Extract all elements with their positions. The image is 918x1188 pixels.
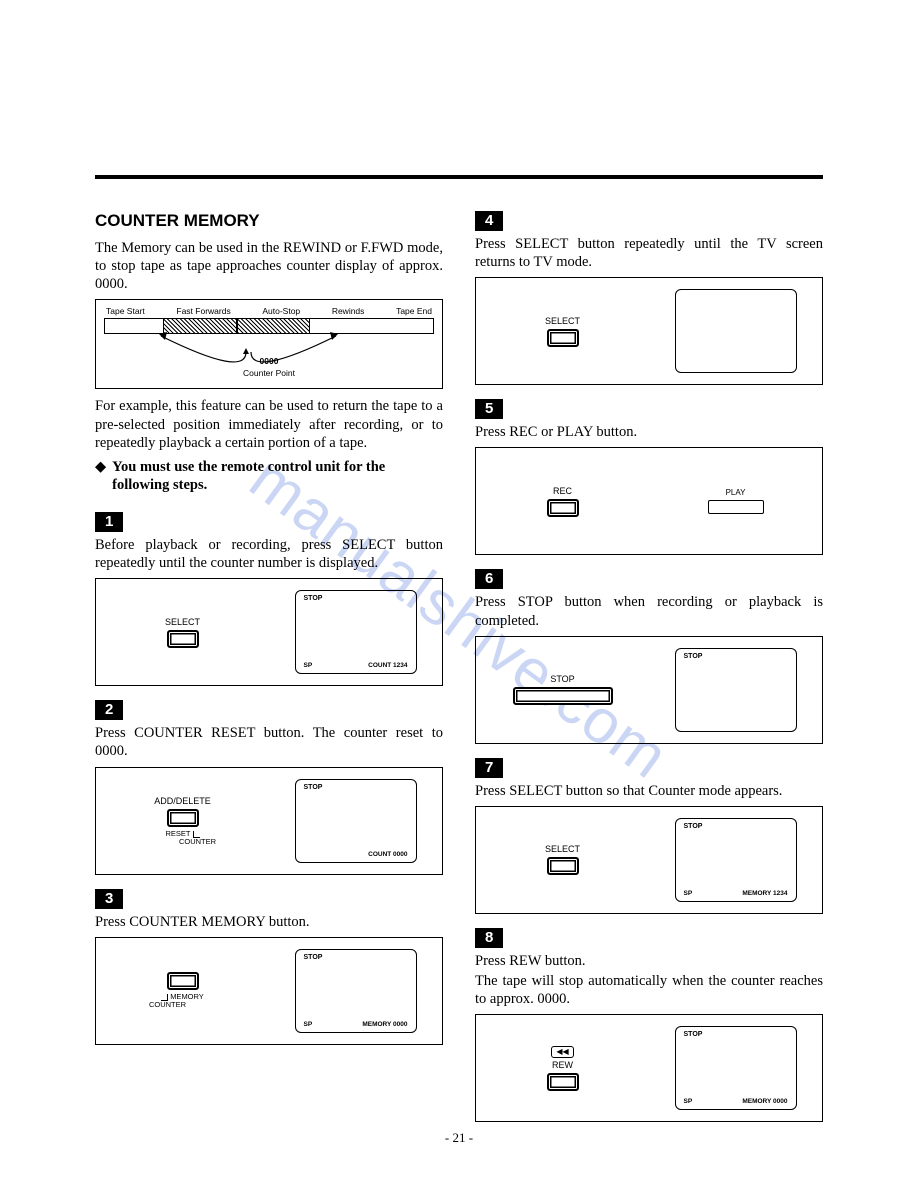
- step-text: Press SELECT button so that Counter mode…: [475, 782, 823, 800]
- reset-button-icon: [167, 809, 199, 827]
- diagram-label: Fast Forwards: [176, 306, 230, 316]
- intro-paragraph-2: For example, this feature can be used to…: [95, 397, 443, 451]
- step-badge: 1: [95, 512, 123, 532]
- step-text: Press COUNTER MEMORY button.: [95, 913, 443, 931]
- step-badge: 5: [475, 399, 503, 419]
- step-text-2: The tape will stop automatically when th…: [475, 972, 823, 1008]
- tv-mode: SP: [304, 1021, 313, 1028]
- tv-mode: SP: [684, 1098, 693, 1105]
- step-badge: 3: [95, 889, 123, 909]
- tv-screen-icon: STOP SP MEMORY 0000: [295, 949, 417, 1033]
- step-figure: ◀◀ REW STOP SP MEMORY 0000: [475, 1014, 823, 1122]
- rew-button-icon: [547, 1073, 579, 1091]
- tv-screen-icon: [675, 289, 797, 373]
- sub-label: COUNTER: [179, 838, 216, 846]
- counter-point-label: Counter Point: [96, 368, 442, 378]
- button-label: ADD/DELETE: [154, 796, 211, 806]
- right-column: 4 Press SELECT button repeatedly until t…: [475, 211, 823, 1126]
- tv-screen-icon: STOP SP MEMORY 0000: [675, 1026, 797, 1110]
- step-badge: 2: [95, 700, 123, 720]
- diagram-label: Tape Start: [106, 306, 145, 316]
- tv-counter: COUNT 0000: [368, 851, 407, 858]
- tv-status: STOP: [304, 595, 323, 602]
- manual-page: COUNTER MEMORY The Memory can be used in…: [0, 0, 918, 1166]
- step-text: Press COUNTER RESET button. The counter …: [95, 724, 443, 760]
- select-button-icon: [167, 630, 199, 648]
- tv-status: STOP: [684, 653, 703, 660]
- play-button-icon: [708, 500, 764, 514]
- button-label: REC: [553, 486, 572, 496]
- button-label: SELECT: [545, 316, 580, 326]
- diagram-label: Rewinds: [332, 306, 365, 316]
- select-button-icon: [547, 857, 579, 875]
- top-rule: [95, 175, 823, 179]
- tv-status: STOP: [304, 784, 323, 791]
- step-text: Press STOP button when recording or play…: [475, 593, 823, 629]
- page-title: COUNTER MEMORY: [95, 211, 443, 231]
- counter-diagram: Tape Start Fast Forwards Auto-Stop Rewin…: [95, 299, 443, 389]
- counter-value: 0000: [96, 356, 442, 366]
- step-text: Press REW button.: [475, 952, 823, 970]
- tv-mode: SP: [304, 662, 313, 669]
- tv-counter: MEMORY 0000: [742, 1098, 787, 1105]
- button-label: STOP: [550, 674, 574, 684]
- button-label: SELECT: [545, 844, 580, 854]
- select-button-icon: [547, 329, 579, 347]
- step-badge: 7: [475, 758, 503, 778]
- tv-counter: COUNT 1234: [368, 662, 407, 669]
- button-label: SELECT: [165, 617, 200, 627]
- button-label: PLAY: [726, 488, 746, 497]
- tv-status: STOP: [304, 954, 323, 961]
- bullet-text: You must use the remote control unit for…: [112, 458, 443, 494]
- step-figure: MEMORY COUNTER STOP SP MEMORY 0000: [95, 937, 443, 1045]
- tv-screen-icon: STOP SP MEMORY 1234: [675, 818, 797, 902]
- step-figure: SELECT: [475, 277, 823, 385]
- rew-arrow-icon: ◀◀: [551, 1046, 573, 1058]
- stop-button-icon: [513, 687, 613, 705]
- diagram-label: Auto-Stop: [262, 306, 300, 316]
- step-badge: 8: [475, 928, 503, 948]
- intro-paragraph-1: The Memory can be used in the REWIND or …: [95, 239, 443, 293]
- step-figure: STOP STOP: [475, 636, 823, 744]
- step-figure: SELECT STOP SP MEMORY 1234: [475, 806, 823, 914]
- step-text: Press REC or PLAY button.: [475, 423, 823, 441]
- memory-button-icon: [167, 972, 199, 990]
- step-figure: REC PLAY: [475, 447, 823, 555]
- tv-screen-icon: STOP COUNT 0000: [295, 779, 417, 863]
- step-figure: SELECT STOP SP COUNT 1234: [95, 578, 443, 686]
- diamond-icon: ◆: [95, 458, 106, 494]
- counter-diagram-labels: Tape Start Fast Forwards Auto-Stop Rewin…: [104, 306, 434, 316]
- bullet-note: ◆ You must use the remote control unit f…: [95, 458, 443, 494]
- step-text: Before playback or recording, press SELE…: [95, 536, 443, 572]
- tv-status: STOP: [684, 823, 703, 830]
- step-badge: 4: [475, 211, 503, 231]
- tv-counter: MEMORY 1234: [742, 890, 787, 897]
- button-label: REW: [552, 1060, 573, 1070]
- left-column: COUNTER MEMORY The Memory can be used in…: [95, 211, 443, 1126]
- sub-label: COUNTER: [149, 1001, 186, 1009]
- tv-status: STOP: [684, 1031, 703, 1038]
- tv-counter: MEMORY 0000: [362, 1021, 407, 1028]
- step-text: Press SELECT button repeatedly until the…: [475, 235, 823, 271]
- rec-button-icon: [547, 499, 579, 517]
- step-badge: 6: [475, 569, 503, 589]
- diagram-label: Tape End: [396, 306, 432, 316]
- page-number: - 21 -: [0, 1130, 918, 1146]
- tv-screen-icon: STOP: [675, 648, 797, 732]
- tv-mode: SP: [684, 890, 693, 897]
- tv-screen-icon: STOP SP COUNT 1234: [295, 590, 417, 674]
- step-figure: ADD/DELETE RESET COUNTER STOP COUNT 0000: [95, 767, 443, 875]
- two-column-layout: COUNTER MEMORY The Memory can be used in…: [95, 211, 823, 1126]
